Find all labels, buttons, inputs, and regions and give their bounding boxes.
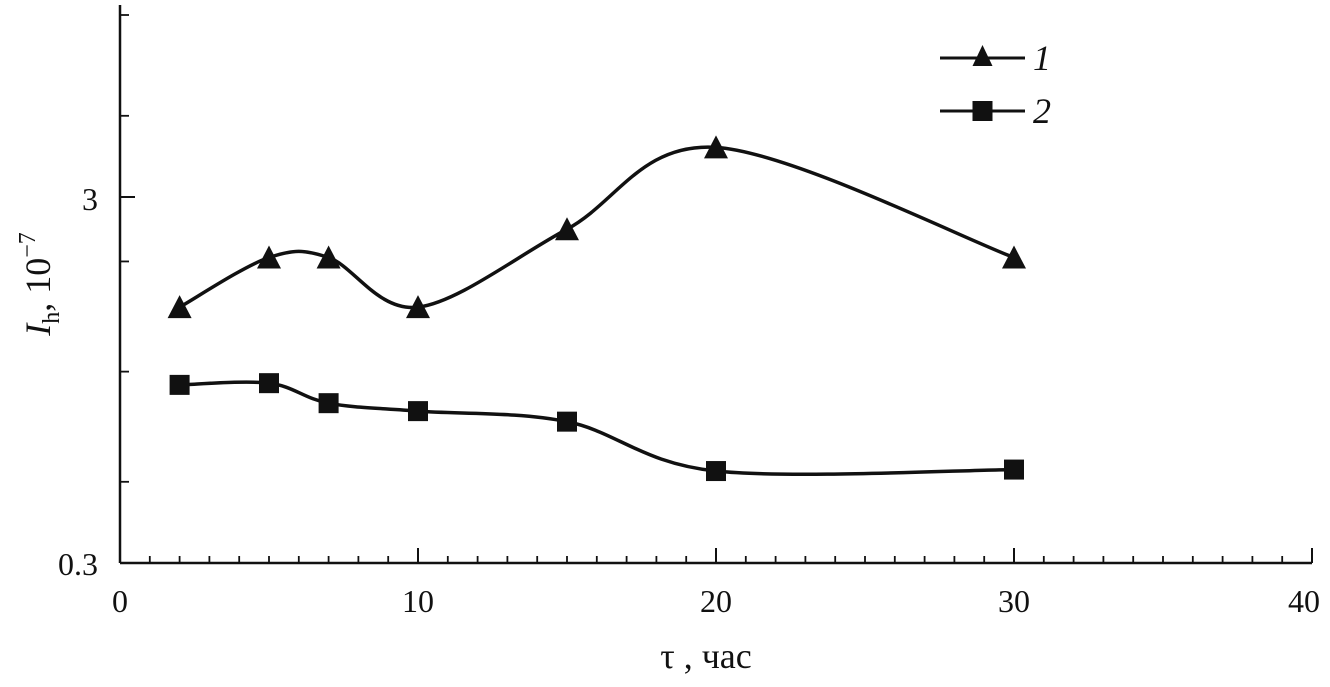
x-tick-label-3: 30 <box>998 583 1030 619</box>
series-1-point-0 <box>167 295 192 319</box>
series-2-point-2 <box>318 393 339 414</box>
series-2-point-3 <box>408 401 428 422</box>
y-axis-title: Ih, 10−7 <box>15 232 65 337</box>
x-tick-label-4: 40 <box>1288 583 1320 619</box>
series-1-line <box>177 145 1016 310</box>
legend: 1 2 <box>940 38 1051 131</box>
x-tick-label-0: 0 <box>112 583 128 619</box>
series-1-point-5 <box>704 135 728 159</box>
series-2-point-6 <box>1004 459 1024 480</box>
y-tick-label-1: 3 <box>82 181 98 217</box>
legend-marker-square <box>972 101 993 121</box>
y-axis-ticks <box>120 14 135 564</box>
x-axis-ticks <box>119 548 1313 563</box>
series-1-point-2 <box>316 245 341 269</box>
legend-label-2: 2 <box>1033 91 1051 131</box>
series-2-line <box>177 380 1016 477</box>
plot-area <box>118 5 1313 565</box>
y-axis-title-subscript: h <box>39 312 65 324</box>
series-layer <box>167 135 1026 482</box>
series-2-point-4 <box>557 411 577 432</box>
series-2-point-1 <box>259 373 279 394</box>
tick-labels: 0.3 3 0 10 20 30 40 <box>58 181 1320 619</box>
x-tick-label-2: 20 <box>700 583 732 619</box>
y-axis-title-exponent: −7 <box>15 232 41 258</box>
y-axis-title-symbol: I <box>18 322 58 337</box>
y-axis-title-unit: , 10 <box>18 258 58 312</box>
series-1-point-3 <box>406 295 430 319</box>
x-tick-label-1: 10 <box>402 583 434 619</box>
series-1-point-6 <box>1002 245 1026 269</box>
legend-label-1: 1 <box>1033 38 1051 78</box>
series-2-point-0 <box>169 374 190 395</box>
x-axis-title: τ , час <box>660 636 752 676</box>
series-1-point-4 <box>555 217 579 241</box>
series-2-point-5 <box>706 461 726 482</box>
y-tick-label-0: 0.3 <box>58 546 98 582</box>
legend-marker-triangle <box>972 45 993 66</box>
series-1-point-1 <box>257 245 281 269</box>
